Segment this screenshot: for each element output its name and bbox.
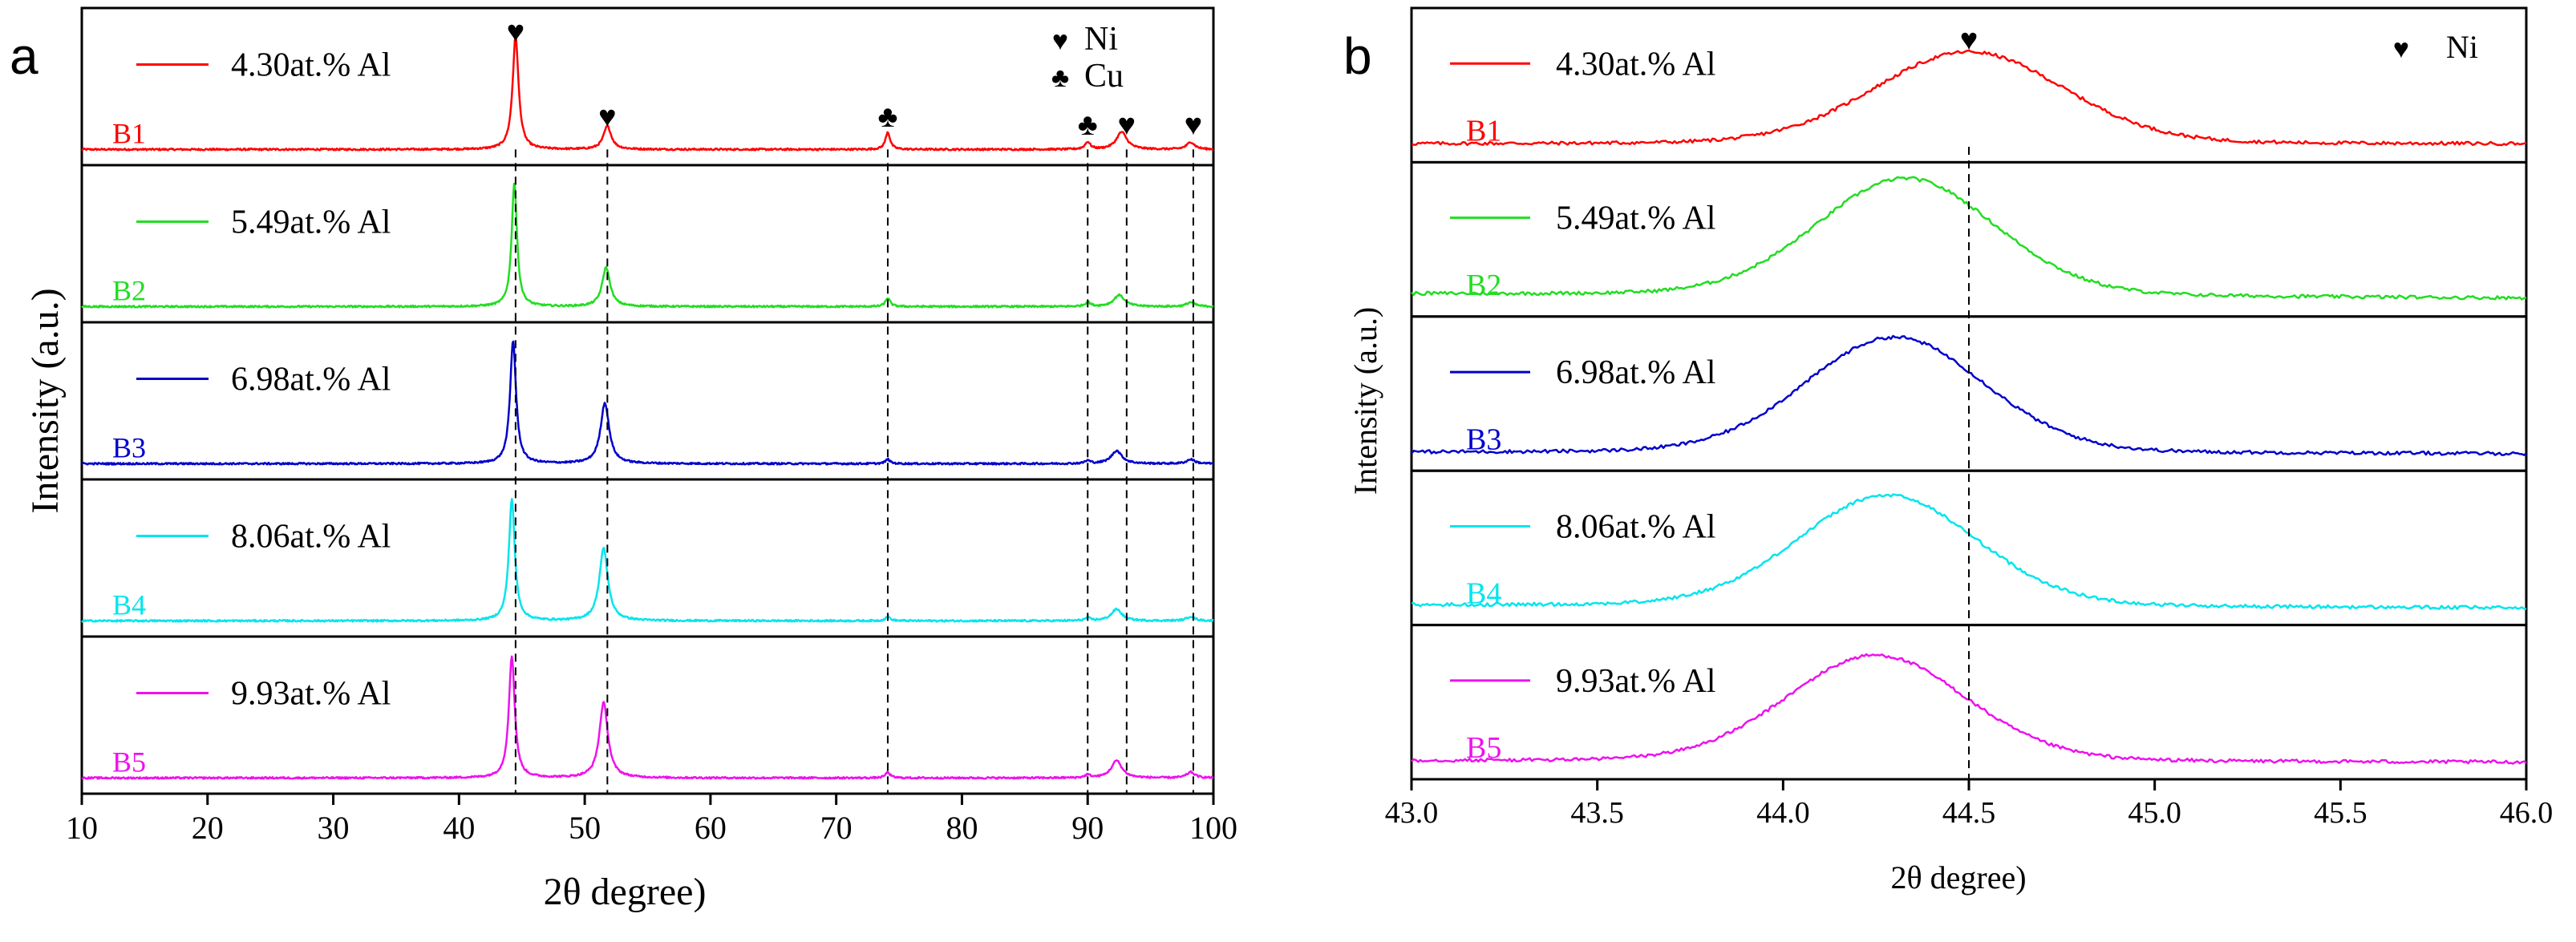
stack-frame	[80, 321, 1215, 481]
phase-symbol: ♣	[1051, 63, 1069, 93]
stack-frame	[1410, 160, 2528, 318]
x-tick-label: 44.0	[1756, 796, 1810, 830]
stack-frame	[80, 164, 1215, 324]
panel-b-label: b	[1343, 27, 1372, 85]
x-tick-label: 43.5	[1570, 796, 1624, 830]
x-tick-label: 43.0	[1385, 796, 1439, 830]
sample-name-b2: B2	[1466, 269, 1501, 302]
peak-marker: ♥	[507, 15, 525, 49]
stack-frame	[80, 6, 1215, 167]
panel-b-xlabel: 2θ degree)	[1890, 859, 2026, 896]
legend-label-b4: 8.06at.% Al	[231, 519, 391, 556]
stack-b3: 6.98at.% Al B3	[80, 321, 1215, 481]
sample-name-b4: B4	[1466, 577, 1501, 611]
series-line-b5	[81, 655, 1214, 780]
stack-b4: 8.06at.% Al B4	[80, 478, 1215, 638]
x-tick-label: 40	[443, 810, 475, 846]
panel-a-xlabel: 2θ degree)	[544, 871, 707, 913]
phase-symbol: ♥	[1052, 26, 1068, 56]
panel-a: a Intensity (a.u.) 2θ degree) 4.30at.% A…	[10, 6, 1237, 913]
panel-a-label: a	[10, 27, 38, 85]
legend-label-b5: 9.93at.% Al	[1556, 663, 1715, 700]
x-tick-label: 70	[820, 810, 853, 846]
phase-label: Cu	[1084, 58, 1124, 95]
x-tick-label: 45.5	[2314, 796, 2367, 830]
stack-b1: 4.30at.% Al B1	[80, 6, 1215, 167]
phase-label: Ni	[1084, 21, 1118, 58]
x-tick-label: 20	[192, 810, 224, 846]
legend-label-b1: 4.30at.% Al	[1556, 46, 1715, 83]
x-tick-label: 30	[318, 810, 350, 846]
x-tick-label: 90	[1071, 810, 1104, 846]
phase-label: Ni	[2446, 29, 2478, 65]
x-tick-label: 10	[66, 810, 98, 846]
phase-symbol: ♥	[2393, 34, 2409, 64]
stack-frame	[80, 478, 1215, 638]
panel-b: b Intensity (a.u.) 2θ degree) 4.30at.% A…	[1343, 6, 2554, 896]
series-line-b1	[1411, 49, 2527, 147]
sample-name-b2: B2	[112, 275, 146, 307]
series-line-b4	[81, 498, 1214, 623]
sample-name-b5: B5	[112, 746, 146, 778]
sample-name-b1: B1	[1466, 114, 1501, 148]
stack-b5: 9.93at.% Al B5	[1410, 624, 2528, 781]
stack-frame	[1410, 624, 2528, 781]
legend-label-b5: 9.93at.% Al	[231, 676, 391, 713]
x-tick-label: 80	[946, 810, 978, 846]
stack-b5: 9.93at.% Al B5	[80, 635, 1215, 795]
x-tick-label: 60	[695, 810, 727, 846]
peak-marker: ♥	[1185, 108, 1203, 142]
panel-b-ylabel: Intensity (a.u.)	[1347, 307, 1383, 495]
stack-b2: 5.49at.% Al B2	[80, 164, 1215, 324]
legend-label-b3: 6.98at.% Al	[231, 362, 391, 398]
x-tick-label: 50	[569, 810, 601, 846]
x-tick-label: 44.5	[1942, 796, 1996, 830]
series-line-b1	[81, 34, 1214, 152]
sample-name-b3: B3	[112, 432, 146, 464]
series-line-b2	[81, 182, 1214, 309]
legend-label-b3: 6.98at.% Al	[1556, 354, 1715, 391]
sample-name-b3: B3	[1466, 422, 1501, 456]
peak-marker: ♥	[1118, 108, 1136, 142]
legend-label-b2: 5.49at.% Al	[1556, 200, 1715, 237]
sample-name-b5: B5	[1466, 731, 1501, 765]
peak-marker: ♣	[877, 100, 897, 134]
x-tick-label: 46.0	[2500, 796, 2554, 830]
legend-label-b4: 8.06at.% Al	[1556, 508, 1715, 545]
peak-marker: ♥	[1960, 23, 1979, 57]
peak-marker: ♣	[1078, 108, 1098, 142]
stack-b2: 5.49at.% Al B2	[1410, 160, 2528, 318]
peak-marker: ♥	[598, 100, 617, 134]
x-tick-label: 100	[1189, 810, 1237, 846]
series-line-b3	[81, 340, 1214, 466]
legend-label-b1: 4.30at.% Al	[231, 47, 391, 84]
x-tick-label: 45.0	[2128, 796, 2181, 830]
sample-name-b4: B4	[112, 589, 146, 621]
stack-frame	[80, 635, 1215, 795]
legend-label-b2: 5.49at.% Al	[231, 204, 391, 241]
sample-name-b1: B1	[112, 118, 146, 150]
panel-a-ylabel: Intensity (a.u.)	[24, 288, 67, 513]
